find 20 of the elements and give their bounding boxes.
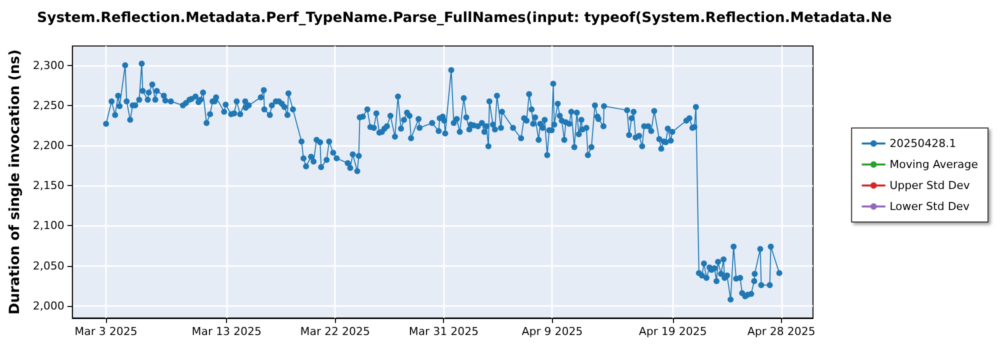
chart-title: System.Reflection.Metadata.Perf_TypeName.Parse_FullNames(input: typeof(System.Reflection.Metadata.Ne [37, 10, 892, 26]
x-tick-label: Apr 19 2025 [638, 325, 707, 338]
legend-label: Moving Average [890, 158, 978, 171]
legend-label: 20250428.1 [890, 137, 956, 150]
y-tick-label: 2,100 [32, 219, 64, 232]
x-tick-label: Mar 31 2025 [408, 325, 479, 338]
legend-label: Upper Std Dev [890, 179, 970, 192]
x-tick-label: Mar 13 2025 [192, 325, 262, 338]
y-tick-label: 2,300 [32, 58, 64, 72]
y-tick-label: 2,250 [32, 98, 64, 112]
y-tick-label: 2,050 [32, 259, 64, 272]
legend-label: Lower Std Dev [890, 200, 970, 213]
x-tick-label: Mar 3 2025 [74, 325, 138, 338]
y-tick-label: 2,000 [32, 299, 64, 312]
y-tick-label: 2,200 [32, 138, 64, 152]
x-tick-label: Apr 9 2025 [522, 325, 583, 338]
y-tick-label: 2,150 [32, 179, 64, 192]
x-tick-label: Apr 28 2025 [747, 325, 816, 338]
x-tick-label: Mar 22 2025 [300, 325, 370, 338]
y-axis-title: Duration of single invocation (ns) [7, 49, 23, 315]
